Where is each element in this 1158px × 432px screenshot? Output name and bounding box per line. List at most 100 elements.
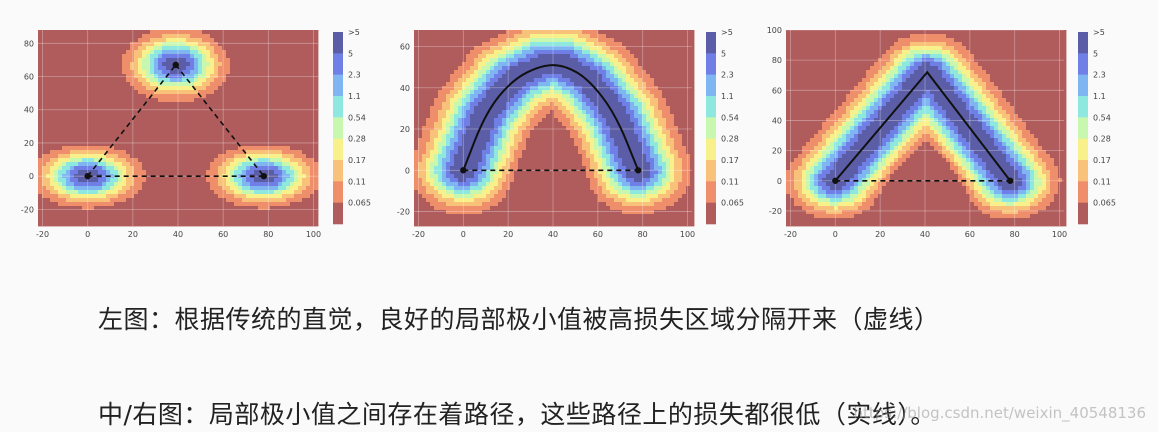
contour-cell: [538, 78, 543, 83]
contour-cell: [270, 106, 275, 111]
contour-cell: [38, 178, 43, 183]
contour-cell: [538, 98, 543, 103]
contour-cell: [258, 134, 263, 139]
contour-cell: [70, 126, 75, 131]
contour-cell: [226, 210, 231, 215]
contour-cell: [234, 154, 239, 159]
contour-cell: [130, 70, 135, 75]
contour-cell: [94, 218, 99, 223]
contour-cell: [70, 146, 75, 151]
contour-cell: [178, 42, 183, 47]
contour-cell: [126, 34, 131, 39]
contour-cell: [154, 94, 159, 99]
contour-cell: [574, 78, 579, 83]
contour-cell: [222, 42, 227, 47]
contour-cell: [134, 102, 139, 107]
contour-cell: [78, 218, 83, 223]
contour-cell: [70, 78, 75, 83]
contour-cell: [234, 166, 239, 171]
contour-cell: [118, 158, 123, 163]
contour-cell: [578, 66, 583, 71]
contour-cell: [522, 102, 527, 107]
contour-cell: [38, 70, 43, 75]
contour-cell: [74, 170, 79, 175]
contour-cell: [246, 174, 251, 179]
contour-cell: [190, 86, 195, 91]
contour-cell: [102, 174, 107, 179]
contour-cell: [590, 66, 595, 71]
contour-cell: [430, 50, 435, 55]
contour-cell: [210, 90, 215, 95]
contour-cell: [270, 78, 275, 83]
contour-cell: [82, 190, 87, 195]
contour-cell: [574, 82, 579, 87]
contour-cell: [174, 58, 179, 63]
contour-cell: [94, 174, 99, 179]
contour-cell: [282, 134, 287, 139]
contour-cell: [262, 206, 267, 211]
contour-cell: [310, 178, 315, 183]
contour-cell: [598, 90, 603, 95]
contour-cell: [78, 182, 83, 187]
contour-cell: [190, 30, 195, 35]
contour-cell: [66, 214, 71, 219]
contour-cell: [654, 78, 659, 83]
contour-cell: [98, 182, 103, 187]
contour-cell: [494, 74, 499, 79]
contour-cell: [678, 70, 683, 75]
contour-cell: [494, 66, 499, 71]
contour-cell: [170, 134, 175, 139]
contour-cell: [198, 58, 203, 63]
contour-cell: [282, 194, 287, 199]
contour-cell: [254, 162, 259, 167]
contour-cell: [482, 98, 487, 103]
contour-cell: [102, 98, 107, 103]
contour-cell: [142, 90, 147, 95]
contour-cell: [650, 70, 655, 75]
contour-cell: [106, 154, 111, 159]
contour-cell: [110, 222, 115, 227]
contour-cell: [426, 30, 431, 35]
contour-cell: [314, 190, 319, 195]
contour-cell: [166, 90, 171, 95]
contour-cell: [158, 186, 163, 191]
contour-cell: [570, 110, 575, 115]
contour-cell: [578, 30, 583, 35]
contour-cell: [662, 38, 667, 43]
contour-cell: [650, 58, 655, 63]
contour-cell: [150, 66, 155, 71]
contour-cell: [146, 42, 151, 47]
contour-cell: [62, 30, 67, 35]
contour-cell: [430, 110, 435, 115]
contour-cell: [270, 194, 275, 199]
contour-cell: [214, 154, 219, 159]
contour-cell: [218, 182, 223, 187]
contour-cell: [430, 34, 435, 39]
contour-cell: [550, 110, 555, 115]
contour-cell: [582, 110, 587, 115]
contour-cell: [186, 86, 191, 91]
contour-cell: [422, 38, 427, 43]
contour-cell: [150, 150, 155, 155]
contour-cell: [258, 50, 263, 55]
contour-cell: [614, 62, 619, 67]
contour-cell: [434, 34, 439, 39]
contour-cell: [118, 190, 123, 195]
contour-cell: [654, 34, 659, 39]
contour-cell: [246, 86, 251, 91]
contour-cell: [214, 214, 219, 219]
contour-cell: [546, 86, 551, 91]
contour-cell: [650, 30, 655, 35]
contour-cell: [122, 194, 127, 199]
contour-cell: [38, 190, 43, 195]
contour-cell: [58, 98, 63, 103]
contour-cell: [170, 78, 175, 83]
contour-cell: [126, 134, 131, 139]
contour-cell: [74, 106, 79, 111]
contour-cell: [294, 110, 299, 115]
contour-cell: [142, 82, 147, 87]
contour-cell: [270, 38, 275, 43]
contour-cell: [118, 166, 123, 171]
contour-cell: [314, 78, 319, 83]
contour-cell: [642, 30, 647, 35]
